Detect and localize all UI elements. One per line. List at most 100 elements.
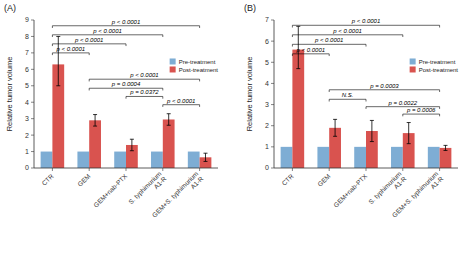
significance-bracket: [52, 35, 162, 37]
y-tick: [31, 135, 34, 136]
significance-text: p < 0.0001: [314, 37, 344, 43]
bar: [41, 152, 53, 168]
x-tick: [162, 168, 163, 171]
error-bar: [93, 115, 97, 127]
legend-swatch: [170, 66, 176, 72]
y-tick: [31, 52, 34, 53]
significance-bracket: [292, 25, 439, 27]
y-tick-label: 6: [265, 38, 269, 45]
y-tick: [271, 168, 274, 169]
significance-bracket: [163, 105, 200, 107]
y-tick: [31, 118, 34, 119]
bar: [188, 152, 200, 168]
x-tick-label-line: A1-R: [392, 175, 408, 191]
x-tick-label-line: GEM+nab-PTX: [332, 172, 369, 209]
y-tick-label: 1: [265, 143, 269, 150]
panel: 0123456789CTRGEMGEM+nab-PTXS. typhimuriu…: [4, 3, 218, 224]
x-tick-label-line: GEM+S. typhimurium: [391, 170, 440, 219]
y-tick-label: 8: [25, 33, 29, 40]
bar: [163, 119, 175, 168]
marks: [281, 26, 452, 168]
x-tick: [292, 168, 293, 171]
x-tick-label-line: GEM: [76, 172, 91, 187]
y-tick: [31, 85, 34, 86]
y-tick: [271, 62, 274, 63]
y-tick-label: 0: [265, 164, 269, 171]
x-tick-label: GEM+nab-PTX: [332, 172, 369, 209]
y-tick-label: 2: [265, 122, 269, 129]
significance-bracket: [403, 114, 440, 116]
significance-text: p < 0.0001: [166, 98, 196, 104]
y-tick-label: 5: [265, 59, 269, 66]
bar: [89, 120, 101, 168]
y-tick-label: 7: [265, 16, 269, 23]
x-tick-label-line: GEM+nab-PTX: [92, 172, 129, 209]
y-tick-label: 4: [265, 80, 269, 87]
y-tick-label: 1: [25, 148, 29, 155]
error-bar: [167, 114, 171, 126]
significance-bracket: [329, 99, 366, 101]
y-tick-label: 3: [25, 115, 29, 122]
x-tick-label-line: GEM: [316, 172, 331, 187]
bar: [114, 152, 126, 168]
y-tick: [271, 125, 274, 126]
significance-text: p < 0.0001: [111, 19, 141, 25]
error-bar: [370, 120, 374, 141]
x-tick: [402, 168, 403, 171]
marks: [41, 36, 212, 168]
y-axis-line: [34, 20, 35, 168]
x-tick-label: GEM+nab-PTX: [92, 172, 129, 209]
x-tick-label: GEM+S. typhimuriumA1-R: [391, 170, 445, 224]
y-tick: [31, 168, 34, 169]
significance-text: p < 0.0001: [351, 18, 381, 24]
x-tick-label: GEM+S. typhimuriumA1-R: [151, 170, 205, 224]
legend-swatch: [410, 58, 416, 64]
significance-bracket: [292, 35, 402, 37]
y-tick: [271, 146, 274, 147]
significance-text: p < 0.0001: [56, 46, 86, 52]
legend-label: Pre-treatment: [179, 59, 216, 65]
legend-swatch: [410, 66, 416, 72]
x-tick-label-line: A1-R: [429, 175, 445, 191]
panel-label: (A): [4, 3, 16, 13]
significance-bracket: [126, 96, 163, 98]
y-tick: [31, 102, 34, 103]
panel: 01234567CTRGEMGEM+nab-PTXS. typhimuriumA…: [244, 3, 458, 224]
bar: [428, 147, 440, 168]
error-bar: [407, 123, 411, 144]
panel-label: (B): [244, 3, 256, 13]
significance-bracket: [52, 26, 199, 28]
significance-text: p = 0.0372: [129, 89, 159, 95]
x-tick-label-line: GEM+S. typhimurium: [151, 170, 200, 219]
significance-text: p = 0.0006: [406, 107, 436, 113]
legend: Pre-treatmentPost-treatment: [170, 58, 219, 72]
x-tick: [89, 168, 90, 171]
y-tick-label: 4: [25, 99, 29, 106]
x-tick-label: GEM: [316, 172, 331, 187]
error-bar: [203, 153, 207, 161]
y-tick-label: 7: [25, 49, 29, 56]
significance-text: p = 0.0003: [369, 83, 399, 89]
legend: Pre-treatmentPost-treatment: [410, 58, 459, 72]
y-axis-label: Relative tumor volume: [245, 57, 254, 132]
significance-text: p < 0.0001: [92, 28, 122, 34]
significance-text: p < 0.0001: [332, 28, 362, 34]
x-tick: [52, 168, 53, 171]
x-tick-label-line: A1-R: [189, 175, 205, 191]
significance-text: N.S.: [342, 92, 354, 98]
y-tick-label: 6: [25, 66, 29, 73]
x-tick-label: CTR: [40, 172, 55, 187]
x-tick: [126, 168, 127, 171]
chart: 0123456789CTRGEMGEM+nab-PTXS. typhimuriu…: [0, 0, 474, 254]
significance-text: p < 0.0001: [74, 37, 104, 43]
error-bar: [443, 145, 447, 150]
bar: [151, 152, 163, 168]
bar: [77, 152, 89, 168]
y-tick: [271, 83, 274, 84]
significance-text: p < 0.0001: [296, 47, 326, 53]
y-tick: [31, 20, 34, 21]
y-tick-label: 0: [25, 164, 29, 171]
y-tick-label: 9: [25, 16, 29, 23]
x-tick: [199, 168, 200, 171]
error-bar: [333, 119, 337, 136]
